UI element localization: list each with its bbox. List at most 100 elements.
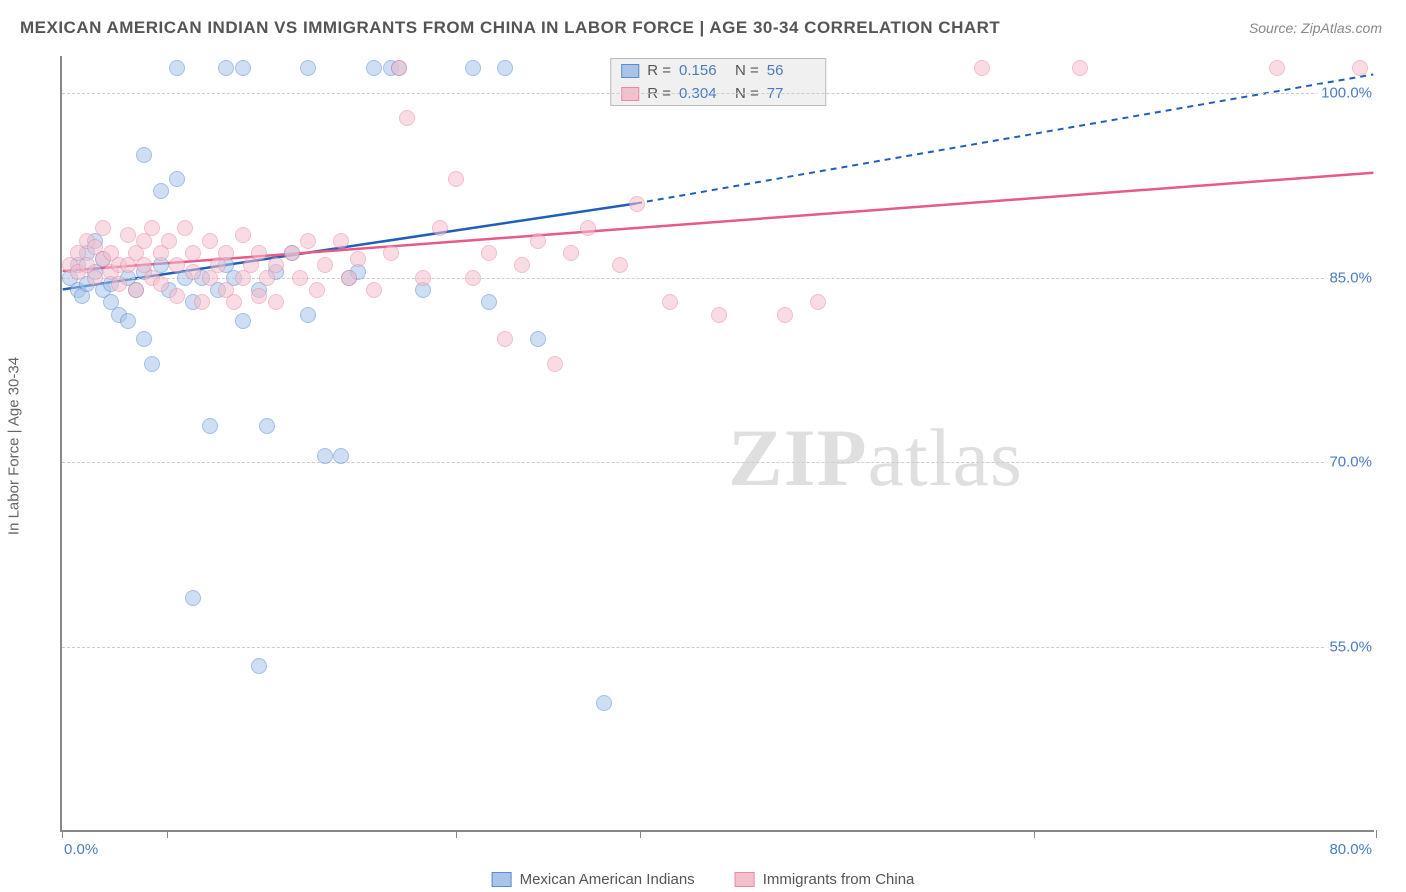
scatter-point: [333, 233, 349, 249]
legend-swatch: [735, 872, 755, 887]
scatter-point: [120, 227, 136, 243]
scatter-point: [317, 448, 333, 464]
stat-r-label: R =: [647, 62, 671, 79]
scatter-point: [169, 257, 185, 273]
y-tick-label: 100.0%: [1317, 84, 1376, 101]
scatter-point: [235, 313, 251, 329]
scatter-point: [300, 60, 316, 76]
x-tick: [640, 830, 641, 838]
scatter-point: [777, 307, 793, 323]
watermark-rest: atlas: [868, 412, 1023, 503]
scatter-point: [629, 196, 645, 212]
scatter-point: [383, 245, 399, 261]
scatter-point: [153, 276, 169, 292]
scatter-point: [300, 233, 316, 249]
source-attribution: Source: ZipAtlas.com: [1249, 20, 1382, 36]
scatter-point: [448, 171, 464, 187]
scatter-point: [128, 282, 144, 298]
stat-swatch: [621, 64, 639, 78]
chart-title: MEXICAN AMERICAN INDIAN VS IMMIGRANTS FR…: [20, 18, 1000, 38]
scatter-point: [563, 245, 579, 261]
grid-line: [62, 647, 1374, 648]
scatter-point: [235, 60, 251, 76]
scatter-point: [1352, 60, 1368, 76]
correlation-stats-box: R =0.156N =56R =0.304N =77: [610, 58, 826, 106]
legend-label: Immigrants from China: [763, 871, 915, 888]
scatter-point: [284, 245, 300, 261]
scatter-point: [268, 257, 284, 273]
grid-line: [62, 462, 1374, 463]
scatter-point: [120, 313, 136, 329]
scatter-point: [161, 233, 177, 249]
scatter-point: [185, 590, 201, 606]
scatter-point: [596, 695, 612, 711]
scatter-point: [810, 294, 826, 310]
scatter-point: [612, 257, 628, 273]
scatter-point: [309, 282, 325, 298]
y-tick-label: 70.0%: [1325, 454, 1376, 471]
legend-item: Mexican American Indians: [492, 871, 695, 888]
scatter-point: [399, 110, 415, 126]
scatter-point: [235, 227, 251, 243]
scatter-point: [95, 220, 111, 236]
scatter-point: [153, 183, 169, 199]
scatter-point: [662, 294, 678, 310]
scatter-point: [391, 60, 407, 76]
watermark-bold: ZIP: [728, 412, 868, 503]
scatter-point: [432, 220, 448, 236]
scatter-point: [300, 307, 316, 323]
scatter-point: [169, 171, 185, 187]
stat-r-value: 0.156: [679, 62, 727, 79]
scatter-point: [111, 276, 127, 292]
scatter-point: [547, 356, 563, 372]
scatter-point: [226, 294, 242, 310]
scatter-point: [415, 270, 431, 286]
legend-label: Mexican American Indians: [520, 871, 695, 888]
scatter-point: [465, 270, 481, 286]
scatter-point: [366, 60, 382, 76]
trend-lines-layer: [62, 56, 1374, 830]
scatter-point: [497, 331, 513, 347]
scatter-point: [87, 270, 103, 286]
x-tick: [62, 830, 63, 838]
scatter-point: [144, 220, 160, 236]
scatter-point: [202, 418, 218, 434]
x-tick: [1034, 830, 1035, 838]
scatter-point: [194, 294, 210, 310]
scatter-point: [481, 245, 497, 261]
scatter-point: [169, 288, 185, 304]
y-axis-label: In Labor Force | Age 30-34: [6, 357, 23, 535]
x-tick: [456, 830, 457, 838]
scatter-point: [268, 294, 284, 310]
legend-item: Immigrants from China: [735, 871, 915, 888]
scatter-point: [218, 245, 234, 261]
scatter-point: [711, 307, 727, 323]
stat-n-label: N =: [735, 62, 759, 79]
scatter-point: [341, 270, 357, 286]
x-axis-min-label: 0.0%: [64, 841, 98, 858]
x-tick: [1376, 830, 1377, 838]
scatter-point: [144, 356, 160, 372]
bottom-legend: Mexican American Indians Immigrants from …: [492, 871, 915, 888]
plot-area: ZIPatlas R =0.156N =56R =0.304N =77 0.0%…: [60, 56, 1374, 832]
scatter-point: [136, 331, 152, 347]
scatter-point: [169, 60, 185, 76]
scatter-point: [580, 220, 596, 236]
scatter-point: [251, 288, 267, 304]
scatter-point: [136, 147, 152, 163]
scatter-point: [1072, 60, 1088, 76]
y-tick-label: 55.0%: [1325, 639, 1376, 656]
scatter-point: [514, 257, 530, 273]
x-axis-max-label: 80.0%: [1329, 841, 1372, 858]
scatter-point: [350, 251, 366, 267]
scatter-point: [481, 294, 497, 310]
scatter-point: [202, 233, 218, 249]
scatter-point: [185, 264, 201, 280]
scatter-point: [465, 60, 481, 76]
scatter-point: [974, 60, 990, 76]
stat-row: R =0.156N =56: [611, 59, 825, 82]
x-tick: [167, 830, 168, 838]
scatter-point: [259, 418, 275, 434]
legend-swatch: [492, 872, 512, 887]
scatter-point: [251, 658, 267, 674]
